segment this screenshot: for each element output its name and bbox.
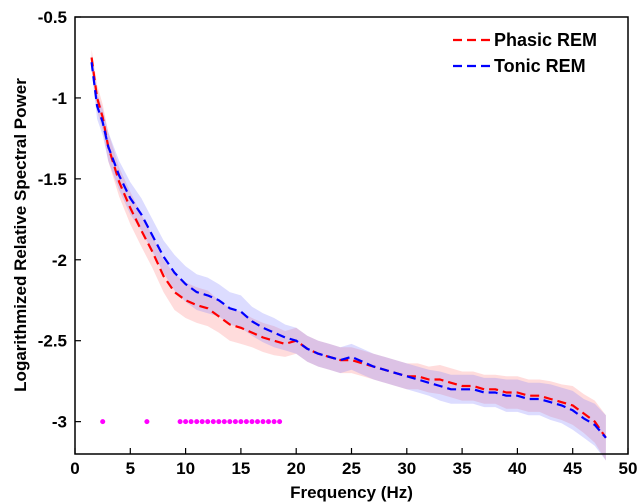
legend-label-tonic-rem: Tonic REM [494, 56, 586, 76]
tonic-rem-band [91, 54, 606, 461]
x-tick-label: 20 [287, 459, 306, 478]
significance-marker [183, 419, 189, 425]
significance-marker [266, 419, 271, 425]
confidence-bands [91, 49, 606, 461]
significance-marker [188, 419, 194, 425]
tonic-rem-line [90, 62, 607, 439]
x-tick-label: 10 [176, 459, 195, 478]
x-axis-label: Frequency (Hz) [290, 483, 413, 502]
y-axis-label: Logarithmized Relative Spectral Power [11, 78, 30, 392]
significance-marker [255, 419, 260, 425]
significance-marker [271, 419, 277, 425]
y-tick-label: -0.5 [38, 8, 67, 27]
significance-marker [221, 419, 227, 425]
phasic-rem-line [90, 57, 607, 439]
x-tick-label: 0 [70, 459, 79, 478]
x-tick-label: 35 [453, 459, 472, 478]
significance-marker [216, 419, 222, 425]
x-tick-label: 40 [508, 459, 527, 478]
y-tick-label: -2.5 [38, 332, 67, 351]
y-tick-label: -2 [52, 251, 67, 270]
significance-marker [194, 419, 200, 425]
x-tick-label: 30 [397, 459, 416, 478]
significance-marker [205, 419, 211, 425]
series-lines [90, 57, 607, 439]
significance-markers [100, 419, 283, 425]
significance-marker [100, 419, 106, 425]
significance-marker [199, 419, 205, 425]
x-tick-label: 25 [342, 459, 361, 478]
significance-marker [177, 419, 183, 425]
significance-marker [144, 419, 150, 425]
legend-label-phasic-rem: Phasic REM [494, 30, 597, 50]
axis-ticks: 0 5 10 15 20 25 30 35 40 45 50 -0.5 -1 -1.5 -2 -2.5 -3 [38, 8, 638, 478]
x-tick-label: 50 [619, 459, 638, 478]
y-tick-label: -1.5 [38, 170, 67, 189]
significance-marker [249, 419, 255, 425]
x-tick-label: 15 [231, 459, 250, 478]
x-tick-label: 45 [563, 459, 582, 478]
x-tick-label: 5 [126, 459, 135, 478]
significance-marker [210, 419, 216, 425]
significance-marker [243, 419, 249, 425]
significance-marker [238, 419, 244, 425]
y-tick-label: -1 [52, 89, 67, 108]
legend: Phasic REM Tonic REM [453, 30, 597, 76]
significance-marker [277, 419, 283, 425]
significance-marker [227, 419, 233, 425]
significance-marker [232, 419, 238, 425]
y-tick-label: -3 [52, 413, 67, 432]
significance-marker [260, 419, 266, 425]
